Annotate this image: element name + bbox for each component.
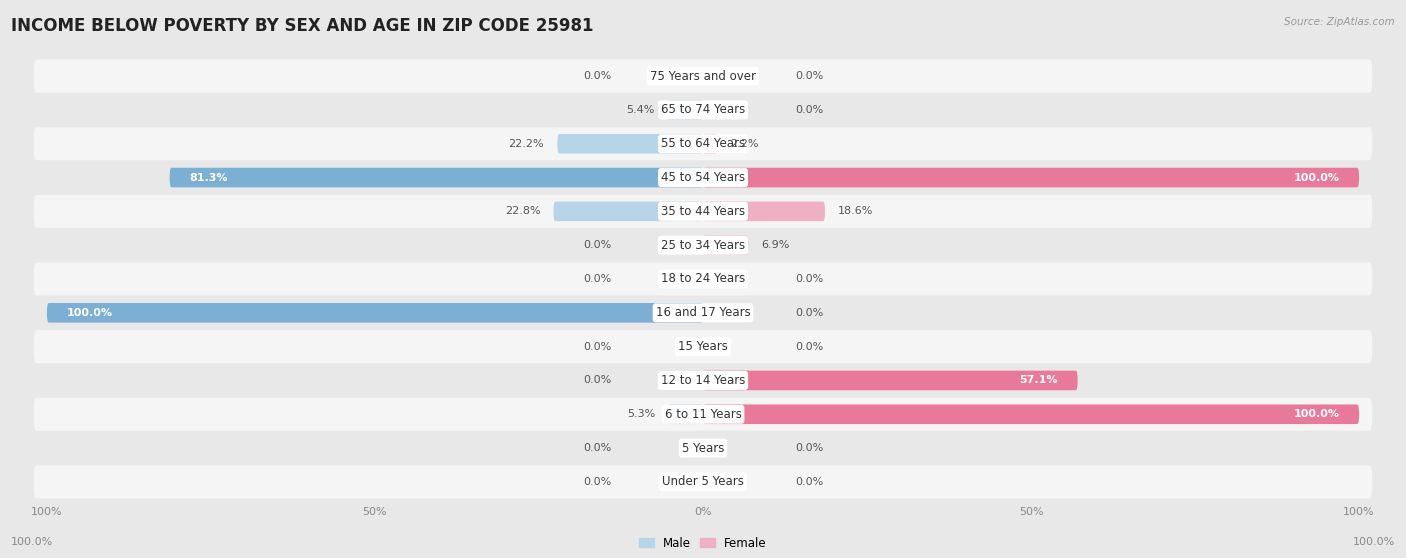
- Text: 45 to 54 Years: 45 to 54 Years: [661, 171, 745, 184]
- Text: 0.0%: 0.0%: [583, 376, 612, 386]
- Text: 0.0%: 0.0%: [794, 71, 823, 81]
- Text: 0.0%: 0.0%: [583, 443, 612, 453]
- Text: 65 to 74 Years: 65 to 74 Years: [661, 103, 745, 117]
- Text: 0.0%: 0.0%: [583, 240, 612, 250]
- FancyBboxPatch shape: [703, 235, 748, 255]
- Text: 100.0%: 100.0%: [11, 537, 53, 547]
- Text: 100.0%: 100.0%: [1353, 537, 1395, 547]
- Text: 0.0%: 0.0%: [583, 274, 612, 284]
- Text: 0.0%: 0.0%: [794, 274, 823, 284]
- FancyBboxPatch shape: [668, 405, 703, 424]
- FancyBboxPatch shape: [34, 364, 1372, 397]
- FancyBboxPatch shape: [703, 168, 1360, 187]
- Text: 0.0%: 0.0%: [583, 71, 612, 81]
- FancyBboxPatch shape: [34, 431, 1372, 465]
- FancyBboxPatch shape: [34, 161, 1372, 194]
- FancyBboxPatch shape: [34, 229, 1372, 262]
- FancyBboxPatch shape: [34, 330, 1372, 363]
- Text: 12 to 14 Years: 12 to 14 Years: [661, 374, 745, 387]
- Text: 0.0%: 0.0%: [794, 443, 823, 453]
- FancyBboxPatch shape: [34, 465, 1372, 498]
- Text: 0.0%: 0.0%: [583, 477, 612, 487]
- Text: 0.0%: 0.0%: [794, 308, 823, 318]
- FancyBboxPatch shape: [34, 127, 1372, 160]
- FancyBboxPatch shape: [34, 296, 1372, 329]
- Text: 75 Years and over: 75 Years and over: [650, 70, 756, 83]
- Text: 18 to 24 Years: 18 to 24 Years: [661, 272, 745, 286]
- FancyBboxPatch shape: [34, 93, 1372, 127]
- Text: 6.9%: 6.9%: [762, 240, 790, 250]
- FancyBboxPatch shape: [703, 134, 717, 153]
- FancyBboxPatch shape: [703, 405, 1360, 424]
- FancyBboxPatch shape: [557, 134, 703, 153]
- Text: 22.2%: 22.2%: [509, 139, 544, 149]
- Text: 100.0%: 100.0%: [1294, 172, 1340, 182]
- Text: 5 Years: 5 Years: [682, 441, 724, 455]
- Text: 100.0%: 100.0%: [66, 308, 112, 318]
- FancyBboxPatch shape: [703, 201, 825, 221]
- Text: Under 5 Years: Under 5 Years: [662, 475, 744, 488]
- Legend: Male, Female: Male, Female: [634, 532, 772, 554]
- FancyBboxPatch shape: [170, 168, 703, 187]
- Text: 22.8%: 22.8%: [505, 206, 540, 217]
- FancyBboxPatch shape: [34, 195, 1372, 228]
- Text: 100.0%: 100.0%: [1294, 409, 1340, 419]
- Text: 0.0%: 0.0%: [583, 341, 612, 352]
- Text: 0.0%: 0.0%: [794, 105, 823, 115]
- FancyBboxPatch shape: [668, 100, 703, 120]
- Text: 2.2%: 2.2%: [731, 139, 759, 149]
- Text: 16 and 17 Years: 16 and 17 Years: [655, 306, 751, 319]
- FancyBboxPatch shape: [46, 303, 703, 323]
- FancyBboxPatch shape: [34, 398, 1372, 431]
- FancyBboxPatch shape: [554, 201, 703, 221]
- Text: 0.0%: 0.0%: [794, 341, 823, 352]
- Text: 15 Years: 15 Years: [678, 340, 728, 353]
- Text: 5.3%: 5.3%: [627, 409, 655, 419]
- Text: 5.4%: 5.4%: [626, 105, 654, 115]
- Text: 6 to 11 Years: 6 to 11 Years: [665, 408, 741, 421]
- Text: 25 to 34 Years: 25 to 34 Years: [661, 239, 745, 252]
- Text: INCOME BELOW POVERTY BY SEX AND AGE IN ZIP CODE 25981: INCOME BELOW POVERTY BY SEX AND AGE IN Z…: [11, 17, 593, 35]
- Text: 35 to 44 Years: 35 to 44 Years: [661, 205, 745, 218]
- Text: 18.6%: 18.6%: [838, 206, 873, 217]
- Text: 0.0%: 0.0%: [794, 477, 823, 487]
- FancyBboxPatch shape: [703, 371, 1077, 390]
- FancyBboxPatch shape: [34, 60, 1372, 93]
- Text: 57.1%: 57.1%: [1019, 376, 1057, 386]
- Text: 81.3%: 81.3%: [190, 172, 228, 182]
- Text: Source: ZipAtlas.com: Source: ZipAtlas.com: [1284, 17, 1395, 27]
- Text: 55 to 64 Years: 55 to 64 Years: [661, 137, 745, 150]
- FancyBboxPatch shape: [34, 262, 1372, 296]
